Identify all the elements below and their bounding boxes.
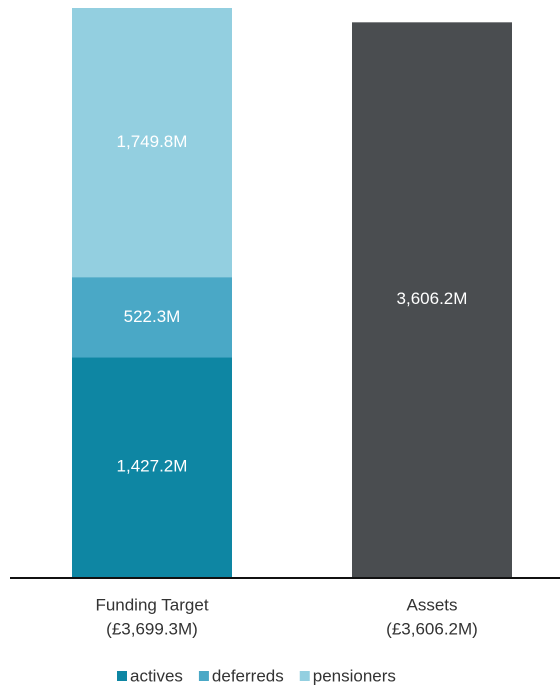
data-label: 1,749.8M: [117, 132, 188, 151]
legend-swatch: [117, 671, 127, 681]
data-label: 1,427.2M: [117, 457, 188, 476]
x-tick-label: Assets: [406, 595, 457, 614]
bar-segment: [72, 8, 232, 278]
x-tick-label: Funding Target: [95, 595, 208, 614]
legend-label: actives: [130, 666, 183, 685]
legend-label: deferreds: [212, 666, 284, 685]
bar-segment: [72, 357, 232, 577]
legend-swatch: [299, 671, 310, 681]
bar-segment: [352, 22, 512, 577]
legend-swatch: [198, 671, 209, 681]
data-label: 522.3M: [124, 307, 181, 326]
legend-label: pensioners: [313, 666, 396, 685]
x-tick-label: (£3,606.2M): [386, 619, 478, 638]
x-tick-label: (£3,699.3M): [106, 619, 198, 638]
data-label: 3,606.2M: [397, 289, 468, 308]
bar-segment: [72, 277, 232, 358]
